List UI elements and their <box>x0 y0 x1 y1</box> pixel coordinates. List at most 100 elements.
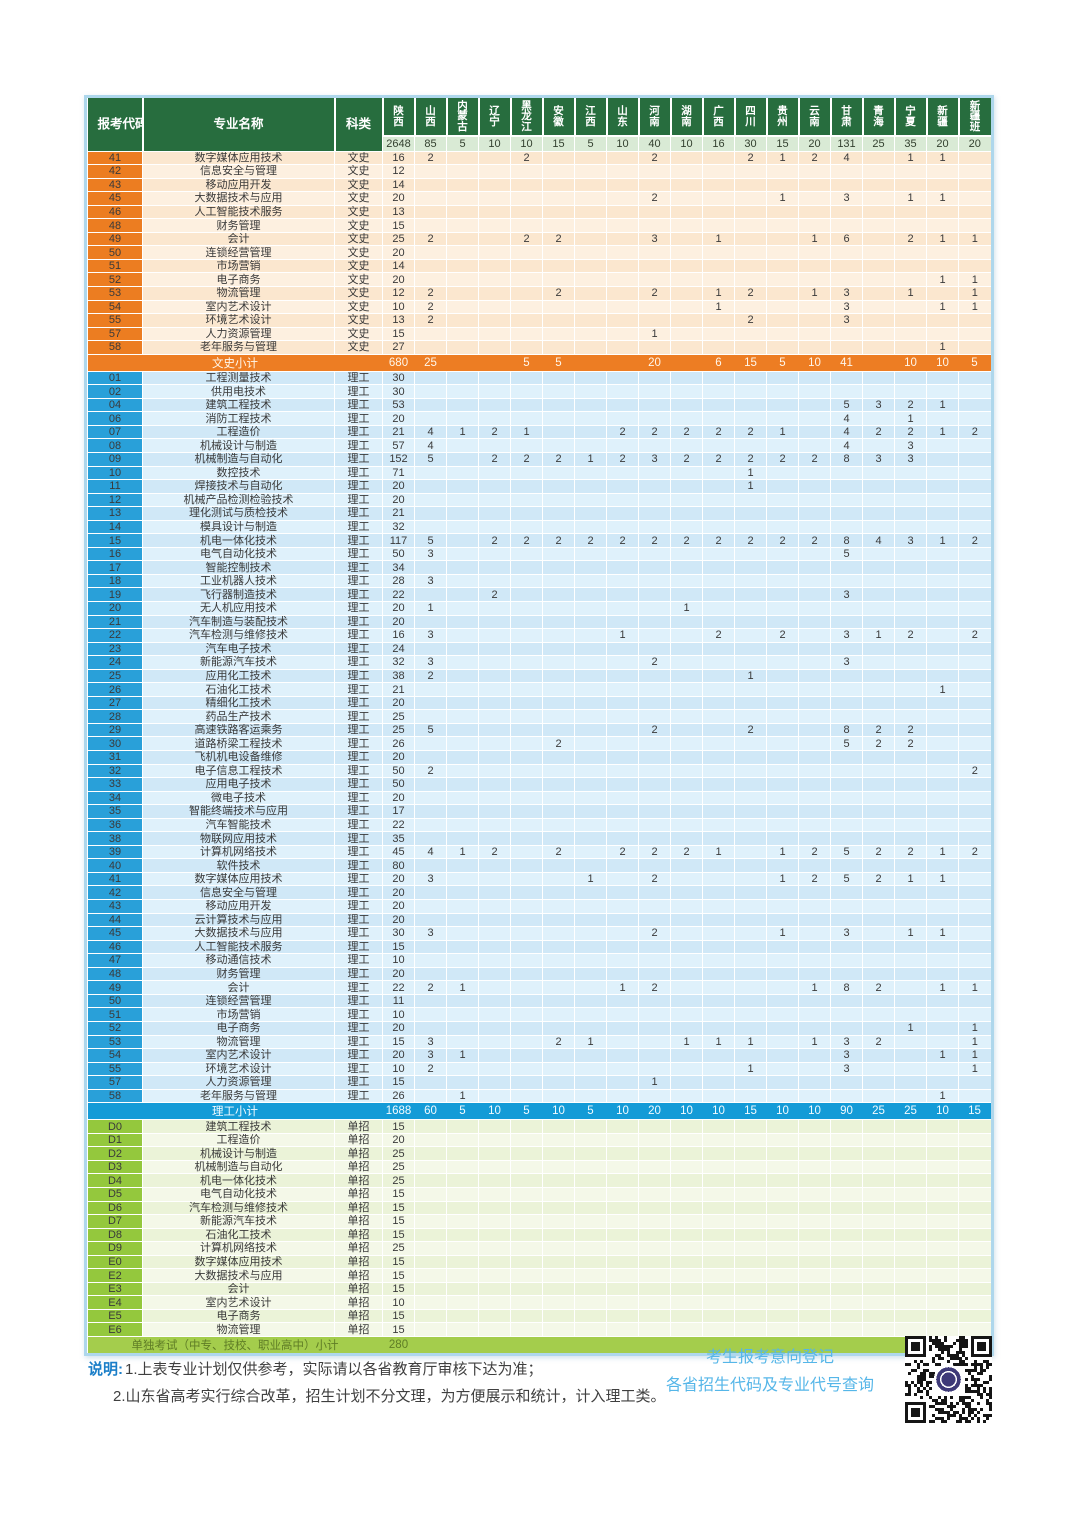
code-query-link[interactable]: 各省招生代码及专业代号查询 <box>665 1377 874 1394</box>
plan-cell <box>734 885 767 900</box>
plan-cell <box>670 871 703 886</box>
plan-cell <box>766 1048 799 1063</box>
plan-cell <box>478 709 511 724</box>
plan-cell <box>574 614 607 629</box>
plan-cell: 2 <box>894 397 927 412</box>
table-row: 16 电气自动化技术 理工 50 3 5 <box>87 546 991 561</box>
plan-cell: 30 <box>382 384 415 399</box>
plan-cell <box>542 926 575 941</box>
plan-cell <box>798 411 831 426</box>
plan-cell <box>638 245 671 260</box>
plan-cell <box>670 438 703 453</box>
table-row: D2 机械设计与制造 单招 25 <box>87 1146 991 1161</box>
plan-cell <box>478 150 511 165</box>
plan-cell: 2 <box>638 150 671 165</box>
plan-cell <box>862 1268 895 1283</box>
intention-register-link[interactable]: 考生报考意向登记 <box>705 1349 834 1366</box>
plan-cell <box>606 164 639 179</box>
table-row: D0 建筑工程技术 单招 15 <box>87 1119 991 1134</box>
province-total: 25 <box>862 135 895 151</box>
plan-cell <box>510 438 543 453</box>
table-row: 14 模具设计与制造 理工 32 <box>87 519 991 534</box>
major-name: 工业机器人技术 <box>142 573 335 588</box>
plan-cell <box>574 353 607 372</box>
plan-cell <box>510 313 543 328</box>
plan-cell <box>510 709 543 724</box>
plan-cell: 10 <box>766 1102 799 1120</box>
plan-cell <box>702 858 735 873</box>
plan-cell <box>606 1227 639 1242</box>
plan-cell <box>670 1159 703 1174</box>
plan-cell: 680 <box>382 353 415 372</box>
major-name: 会计 <box>142 231 335 246</box>
plan-cell <box>638 1132 671 1147</box>
plan-cell <box>510 245 543 260</box>
subject-type: 理工 <box>334 993 383 1008</box>
plan-cell <box>894 655 927 670</box>
plan-cell: 2 <box>542 533 575 548</box>
plan-cell <box>542 899 575 914</box>
plan-cell <box>638 313 671 328</box>
subject-type: 单招 <box>334 1281 383 1296</box>
plan-cell <box>574 177 607 192</box>
plan-cell <box>574 993 607 1008</box>
plan-cell <box>574 1308 607 1323</box>
plan-cell <box>766 953 799 968</box>
plan-cell <box>478 885 511 900</box>
plan-cell: 12 <box>382 164 415 179</box>
plan-cell <box>734 384 767 399</box>
plan-cell <box>542 966 575 981</box>
plan-cell <box>638 1227 671 1242</box>
province-header: 青海 <box>861 98 895 136</box>
plan-cell <box>862 353 895 372</box>
plan-cell <box>574 912 607 927</box>
province-total: 131 <box>830 135 863 151</box>
plan-cell <box>574 750 607 765</box>
plan-cell: 1 <box>766 871 799 886</box>
plan-cell <box>862 831 895 846</box>
plan-cell <box>606 695 639 710</box>
plan-cell <box>574 899 607 914</box>
plan-cell <box>798 899 831 914</box>
major-name: 室内艺术设计 <box>142 1295 335 1310</box>
plan-cell <box>574 1214 607 1229</box>
plan-cell <box>542 218 575 233</box>
plan-cell <box>830 817 863 832</box>
plan-cell <box>542 326 575 341</box>
table-row: 50 连锁经营管理 文史 20 <box>87 245 991 260</box>
table-row: 04 建筑工程技术 理工 53 5 3 2 1 <box>87 397 991 412</box>
plan-cell <box>574 397 607 412</box>
plan-cell <box>574 519 607 534</box>
plan-cell <box>830 1227 863 1242</box>
plan-cell: 15 <box>382 1034 415 1049</box>
plan-cell: 1 <box>894 191 927 206</box>
row-code: E3 <box>87 1281 143 1296</box>
plan-cell <box>702 191 735 206</box>
plan-cell: 2 <box>734 533 767 548</box>
plan-cell: 2 <box>542 231 575 246</box>
province-header: 陕西 <box>381 98 415 136</box>
plan-cell <box>958 1186 991 1202</box>
plan-cell <box>926 204 959 219</box>
plan-cell <box>542 438 575 453</box>
major-name: 机电一体化技术 <box>142 1173 335 1188</box>
plan-cell <box>638 1173 671 1188</box>
plan-cell <box>542 1268 575 1283</box>
plan-cell <box>734 993 767 1008</box>
row-code: 36 <box>87 817 143 832</box>
plan-cell <box>926 601 959 616</box>
plan-cell: 1 <box>926 191 959 206</box>
plan-cell <box>478 1186 511 1202</box>
plan-cell <box>414 953 447 968</box>
major-name: 财务管理 <box>142 966 335 981</box>
plan-cell <box>862 695 895 710</box>
row-code: 28 <box>87 709 143 724</box>
subject-type: 理工 <box>334 722 383 737</box>
footer-links: 考生报考意向登记 各省招生代码及专业代号查询 <box>645 1344 895 1400</box>
subject-type: 理工 <box>334 479 383 494</box>
plan-cell <box>478 573 511 588</box>
plan-cell <box>478 790 511 805</box>
plan-cell: 5 <box>414 722 447 737</box>
plan-cell <box>734 1322 767 1337</box>
plan-cell <box>510 258 543 273</box>
